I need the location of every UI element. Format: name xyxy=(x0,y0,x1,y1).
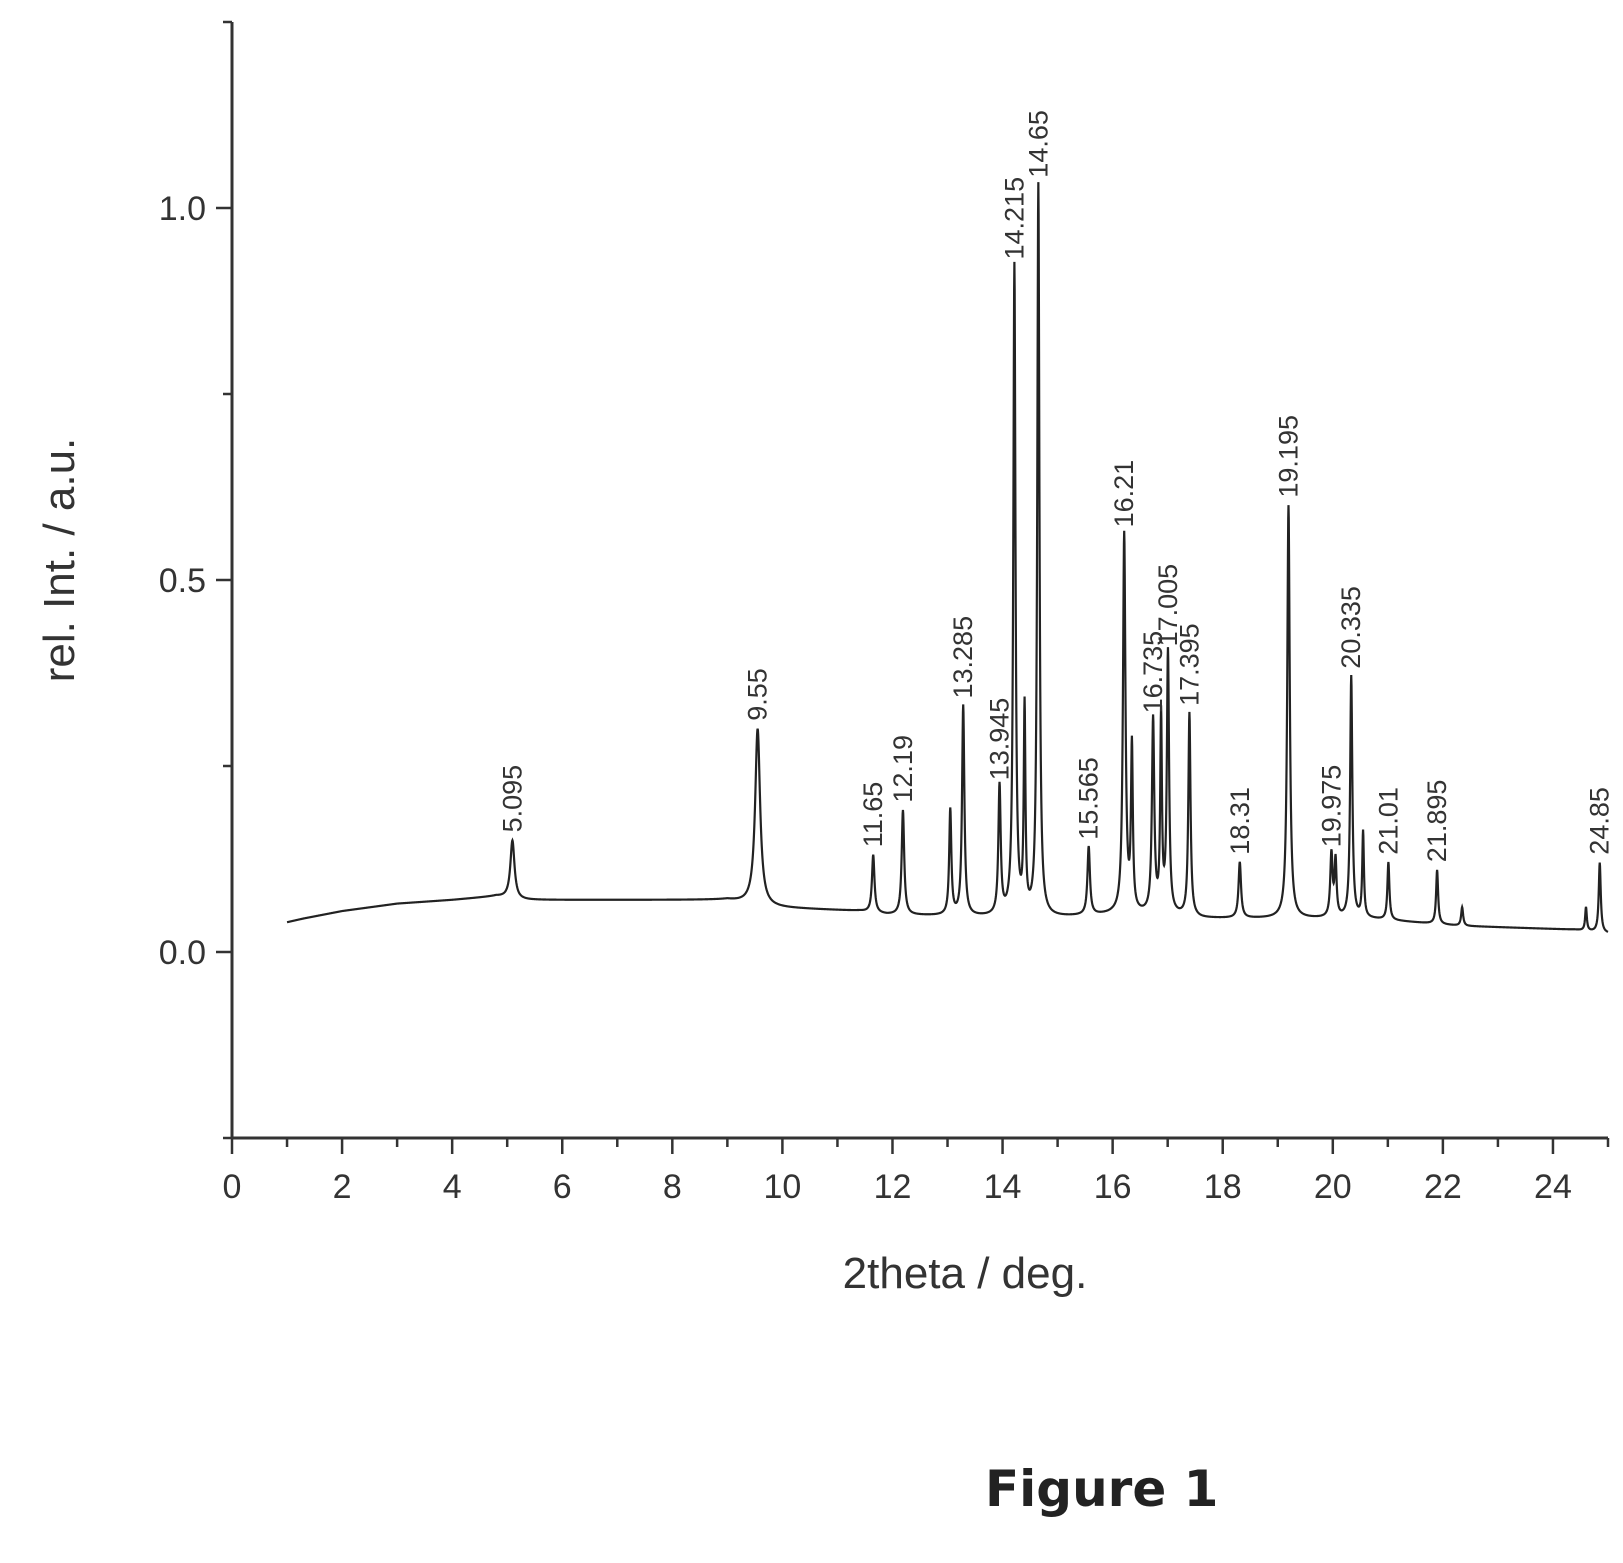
peak-label: 17.395 xyxy=(1174,623,1204,706)
peak-label: 9.55 xyxy=(743,668,773,721)
peak-label: 14.215 xyxy=(999,177,1029,260)
figure-caption: Figure 1 xyxy=(985,1460,1219,1518)
peak-label: 14.65 xyxy=(1023,110,1053,178)
peak-label: 19.975 xyxy=(1316,765,1346,848)
x-tick-label: 18 xyxy=(1204,1168,1242,1206)
x-tick-label: 4 xyxy=(443,1168,462,1206)
x-tick-label: 6 xyxy=(553,1168,572,1206)
peak-label: 13.285 xyxy=(948,616,978,699)
x-tick-label: 20 xyxy=(1314,1168,1352,1206)
peak-label: 21.895 xyxy=(1422,780,1452,863)
peak-label: 17.005 xyxy=(1153,564,1183,647)
peak-label: 18.31 xyxy=(1225,787,1255,855)
axes xyxy=(230,22,1608,1140)
peak-label: 16.21 xyxy=(1109,460,1139,528)
x-tick-label: 12 xyxy=(874,1168,912,1206)
y-tick-label: 1.0 xyxy=(159,190,206,228)
peak-label: 16.735 xyxy=(1138,631,1168,714)
peak-label: 12.19 xyxy=(888,735,918,803)
peak-label: 15.565 xyxy=(1074,757,1104,840)
peak-label: 19.195 xyxy=(1274,415,1304,498)
x-tick-label: 2 xyxy=(333,1168,352,1206)
y-tick-label: 0.0 xyxy=(159,934,206,972)
ticks: 0 2 4 6 8 10 12 14 16 18 20 22 240.00.51.0 xyxy=(159,20,1610,1206)
x-tick-label: 8 xyxy=(663,1168,682,1206)
peak-label: 24.85 xyxy=(1585,787,1615,855)
y-axis-title: rel. Int. / a.u. xyxy=(35,438,84,683)
x-tick-label: 14 xyxy=(984,1168,1022,1206)
y-tick-label: 0.5 xyxy=(159,562,206,600)
x-tick-label: 24 xyxy=(1534,1168,1572,1206)
peak-label: 13.945 xyxy=(985,698,1015,781)
x-tick-label: 10 xyxy=(763,1168,801,1206)
peak-label: 5.095 xyxy=(497,765,527,833)
x-tick-label: 16 xyxy=(1094,1168,1132,1206)
diffraction-pattern-line xyxy=(286,182,1609,933)
x-axis-title: 2theta / deg. xyxy=(843,1249,1088,1298)
peak-label: 21.01 xyxy=(1373,787,1403,855)
peak-label: 20.335 xyxy=(1336,586,1366,669)
peak-label: 11.65 xyxy=(858,782,888,848)
x-tick-label: 0 xyxy=(223,1168,242,1206)
x-tick-label: 22 xyxy=(1424,1168,1462,1206)
